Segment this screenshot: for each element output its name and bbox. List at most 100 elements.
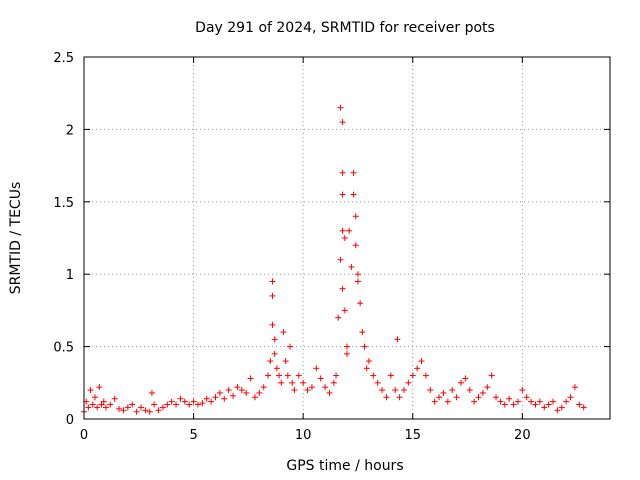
- data-point: [269, 292, 276, 299]
- data-point: [111, 395, 118, 402]
- data-point: [550, 398, 557, 405]
- data-point: [230, 392, 237, 399]
- data-point: [164, 401, 171, 408]
- data-point: [383, 394, 390, 401]
- data-point: [363, 365, 370, 372]
- data-point: [271, 350, 278, 357]
- data-point: [186, 401, 193, 408]
- data-point: [510, 401, 517, 408]
- data-point: [479, 389, 486, 396]
- data-point: [532, 401, 539, 408]
- data-point: [124, 404, 131, 411]
- data-point: [102, 404, 109, 411]
- data-point: [234, 384, 241, 391]
- data-point: [339, 119, 346, 126]
- y-tick-label: 2: [66, 123, 74, 138]
- data-point: [453, 394, 460, 401]
- y-tick-label: 2.5: [53, 51, 74, 66]
- axis-ticks: 0 0.5 1 1.5 2 2.5 0 5 10 15 20: [53, 51, 610, 443]
- plot-frame: [83, 56, 611, 420]
- data-point: [350, 191, 357, 198]
- data-point: [89, 401, 96, 408]
- data-point: [168, 398, 175, 405]
- data-point: [580, 404, 587, 411]
- data-point: [151, 401, 158, 408]
- data-point: [289, 379, 296, 386]
- x-axis-label: GPS time / hours: [286, 458, 403, 474]
- data-point: [159, 404, 166, 411]
- data-point: [405, 379, 412, 386]
- data-point: [394, 336, 401, 343]
- data-point: [541, 404, 548, 411]
- data-point: [173, 401, 180, 408]
- data-point: [357, 300, 364, 307]
- data-point: [493, 394, 500, 401]
- data-point: [370, 372, 377, 379]
- data-point: [199, 400, 206, 407]
- data-point: [571, 384, 578, 391]
- data-point: [374, 379, 381, 386]
- data-point: [129, 401, 136, 408]
- data-point: [387, 372, 394, 379]
- data-point: [260, 384, 267, 391]
- data-point: [146, 408, 153, 415]
- data-point: [558, 404, 565, 411]
- data-point: [133, 408, 140, 415]
- data-point: [177, 395, 184, 402]
- data-point: [96, 384, 103, 391]
- data-point: [359, 329, 366, 336]
- data-point: [354, 278, 361, 285]
- chart-title: Day 291 of 2024, SRMTID for receiver pot…: [195, 20, 495, 36]
- data-point: [392, 387, 399, 394]
- data-point: [422, 372, 429, 379]
- y-tick-label: 1: [66, 268, 74, 283]
- data-point: [449, 387, 456, 394]
- x-tick-label: 20: [514, 428, 531, 443]
- data-point: [431, 398, 438, 405]
- data-point: [335, 314, 342, 321]
- data-point: [339, 227, 346, 234]
- data-point: [501, 401, 508, 408]
- data-points: [81, 104, 587, 415]
- data-point: [155, 407, 162, 414]
- x-tick-label: 0: [80, 428, 88, 443]
- data-point: [396, 394, 403, 401]
- data-point: [271, 336, 278, 343]
- data-point: [337, 104, 344, 111]
- data-point: [291, 387, 298, 394]
- data-point: [225, 387, 232, 394]
- data-point: [352, 213, 359, 220]
- data-point: [348, 263, 355, 270]
- data-point: [576, 401, 583, 408]
- data-point: [462, 375, 469, 382]
- data-point: [181, 398, 188, 405]
- data-point: [536, 398, 543, 405]
- data-point: [444, 398, 451, 405]
- data-point: [326, 389, 333, 396]
- data-point: [344, 343, 350, 350]
- data-point: [365, 358, 372, 365]
- data-point: [148, 389, 155, 396]
- data-point: [317, 375, 324, 382]
- data-point: [471, 398, 478, 405]
- data-point: [216, 389, 223, 396]
- data-point: [350, 169, 357, 176]
- data-point: [265, 372, 272, 379]
- data-point: [142, 407, 149, 414]
- data-point: [457, 379, 464, 386]
- data-point: [339, 285, 346, 292]
- data-point: [308, 384, 315, 391]
- data-point: [379, 387, 386, 394]
- data-point: [337, 256, 344, 263]
- data-point: [269, 321, 276, 328]
- data-point: [194, 401, 201, 408]
- data-point: [190, 398, 197, 405]
- data-point: [203, 395, 210, 402]
- x-tick-label: 15: [404, 428, 421, 443]
- data-point: [341, 307, 348, 314]
- data-point: [330, 379, 337, 386]
- data-point: [519, 387, 526, 394]
- data-point: [354, 271, 361, 278]
- data-point: [488, 372, 495, 379]
- data-point: [247, 375, 254, 382]
